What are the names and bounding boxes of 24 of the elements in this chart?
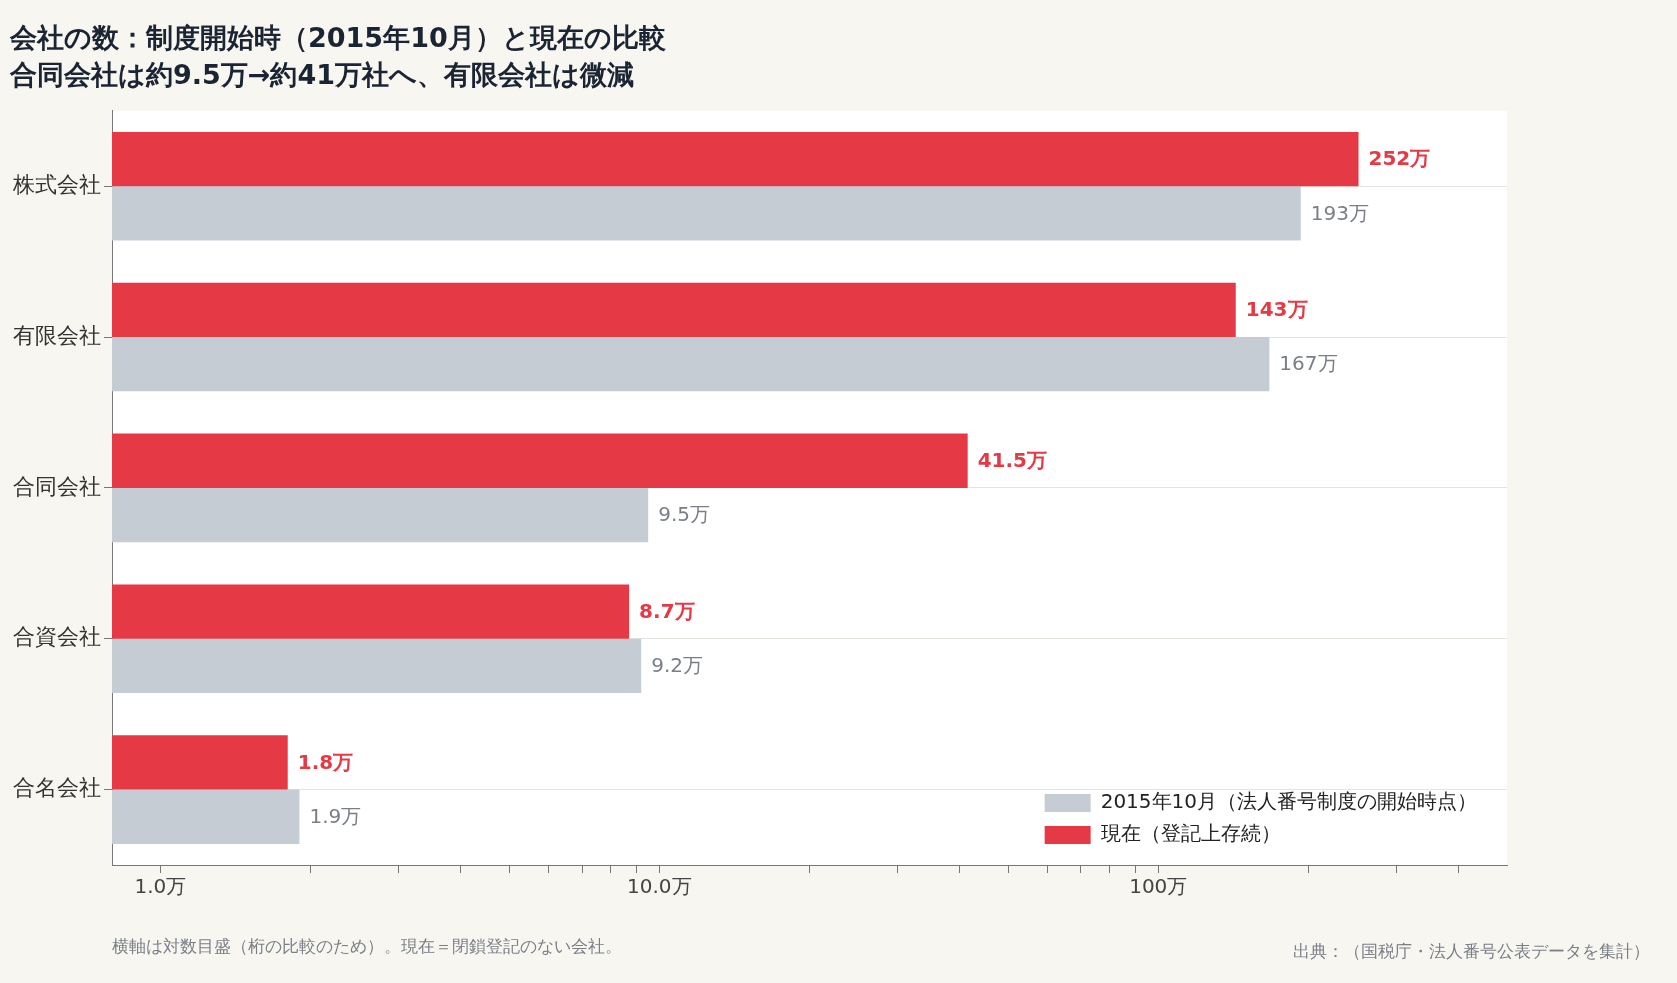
data-label: 252万 (1368, 146, 1431, 171)
data-label: 9.2万 (651, 653, 704, 678)
chart-subtitle: 合同会社は約9.5万→約41万社へ、有限会社は微減 (9, 58, 635, 90)
chart-title: 会社の数：制度開始時（2015年10月）と現在の比較 (9, 22, 667, 54)
data-label: 167万 (1279, 351, 1338, 376)
data-label: 9.5万 (658, 502, 710, 527)
x-tick-label: 10.0万 (627, 874, 692, 899)
data-label: 8.7万 (639, 598, 695, 623)
data-label: 143万 (1245, 297, 1308, 322)
data-label: 41.5万 (977, 447, 1048, 472)
source-note: 出典：（国税庁・法人番号公表データを集計） (1293, 941, 1650, 962)
x-tick-label: 1.0万 (134, 874, 187, 899)
data-label: 1.8万 (297, 749, 354, 774)
data-label: 193万 (1310, 200, 1369, 225)
text: 横軸は対数目盛（桁の比較のため）。現在＝閉鎖登記のない会社。 (112, 936, 622, 957)
x-tick-label: 100万 (1129, 874, 1188, 899)
y-tick-label: 合名会社 (13, 775, 101, 801)
y-tick-label: 合同会社 (13, 473, 101, 499)
y-tick-label: 合資会社 (13, 624, 101, 650)
legend-label: 2015年10月（法人番号制度の開始時点） (1100, 789, 1478, 814)
y-tick-label: 株式会社 (12, 171, 101, 197)
data-label: 1.9万 (309, 803, 362, 828)
legend-label: 現在（登記上存続） (1100, 821, 1281, 846)
y-tick-label: 有限会社 (13, 322, 101, 348)
